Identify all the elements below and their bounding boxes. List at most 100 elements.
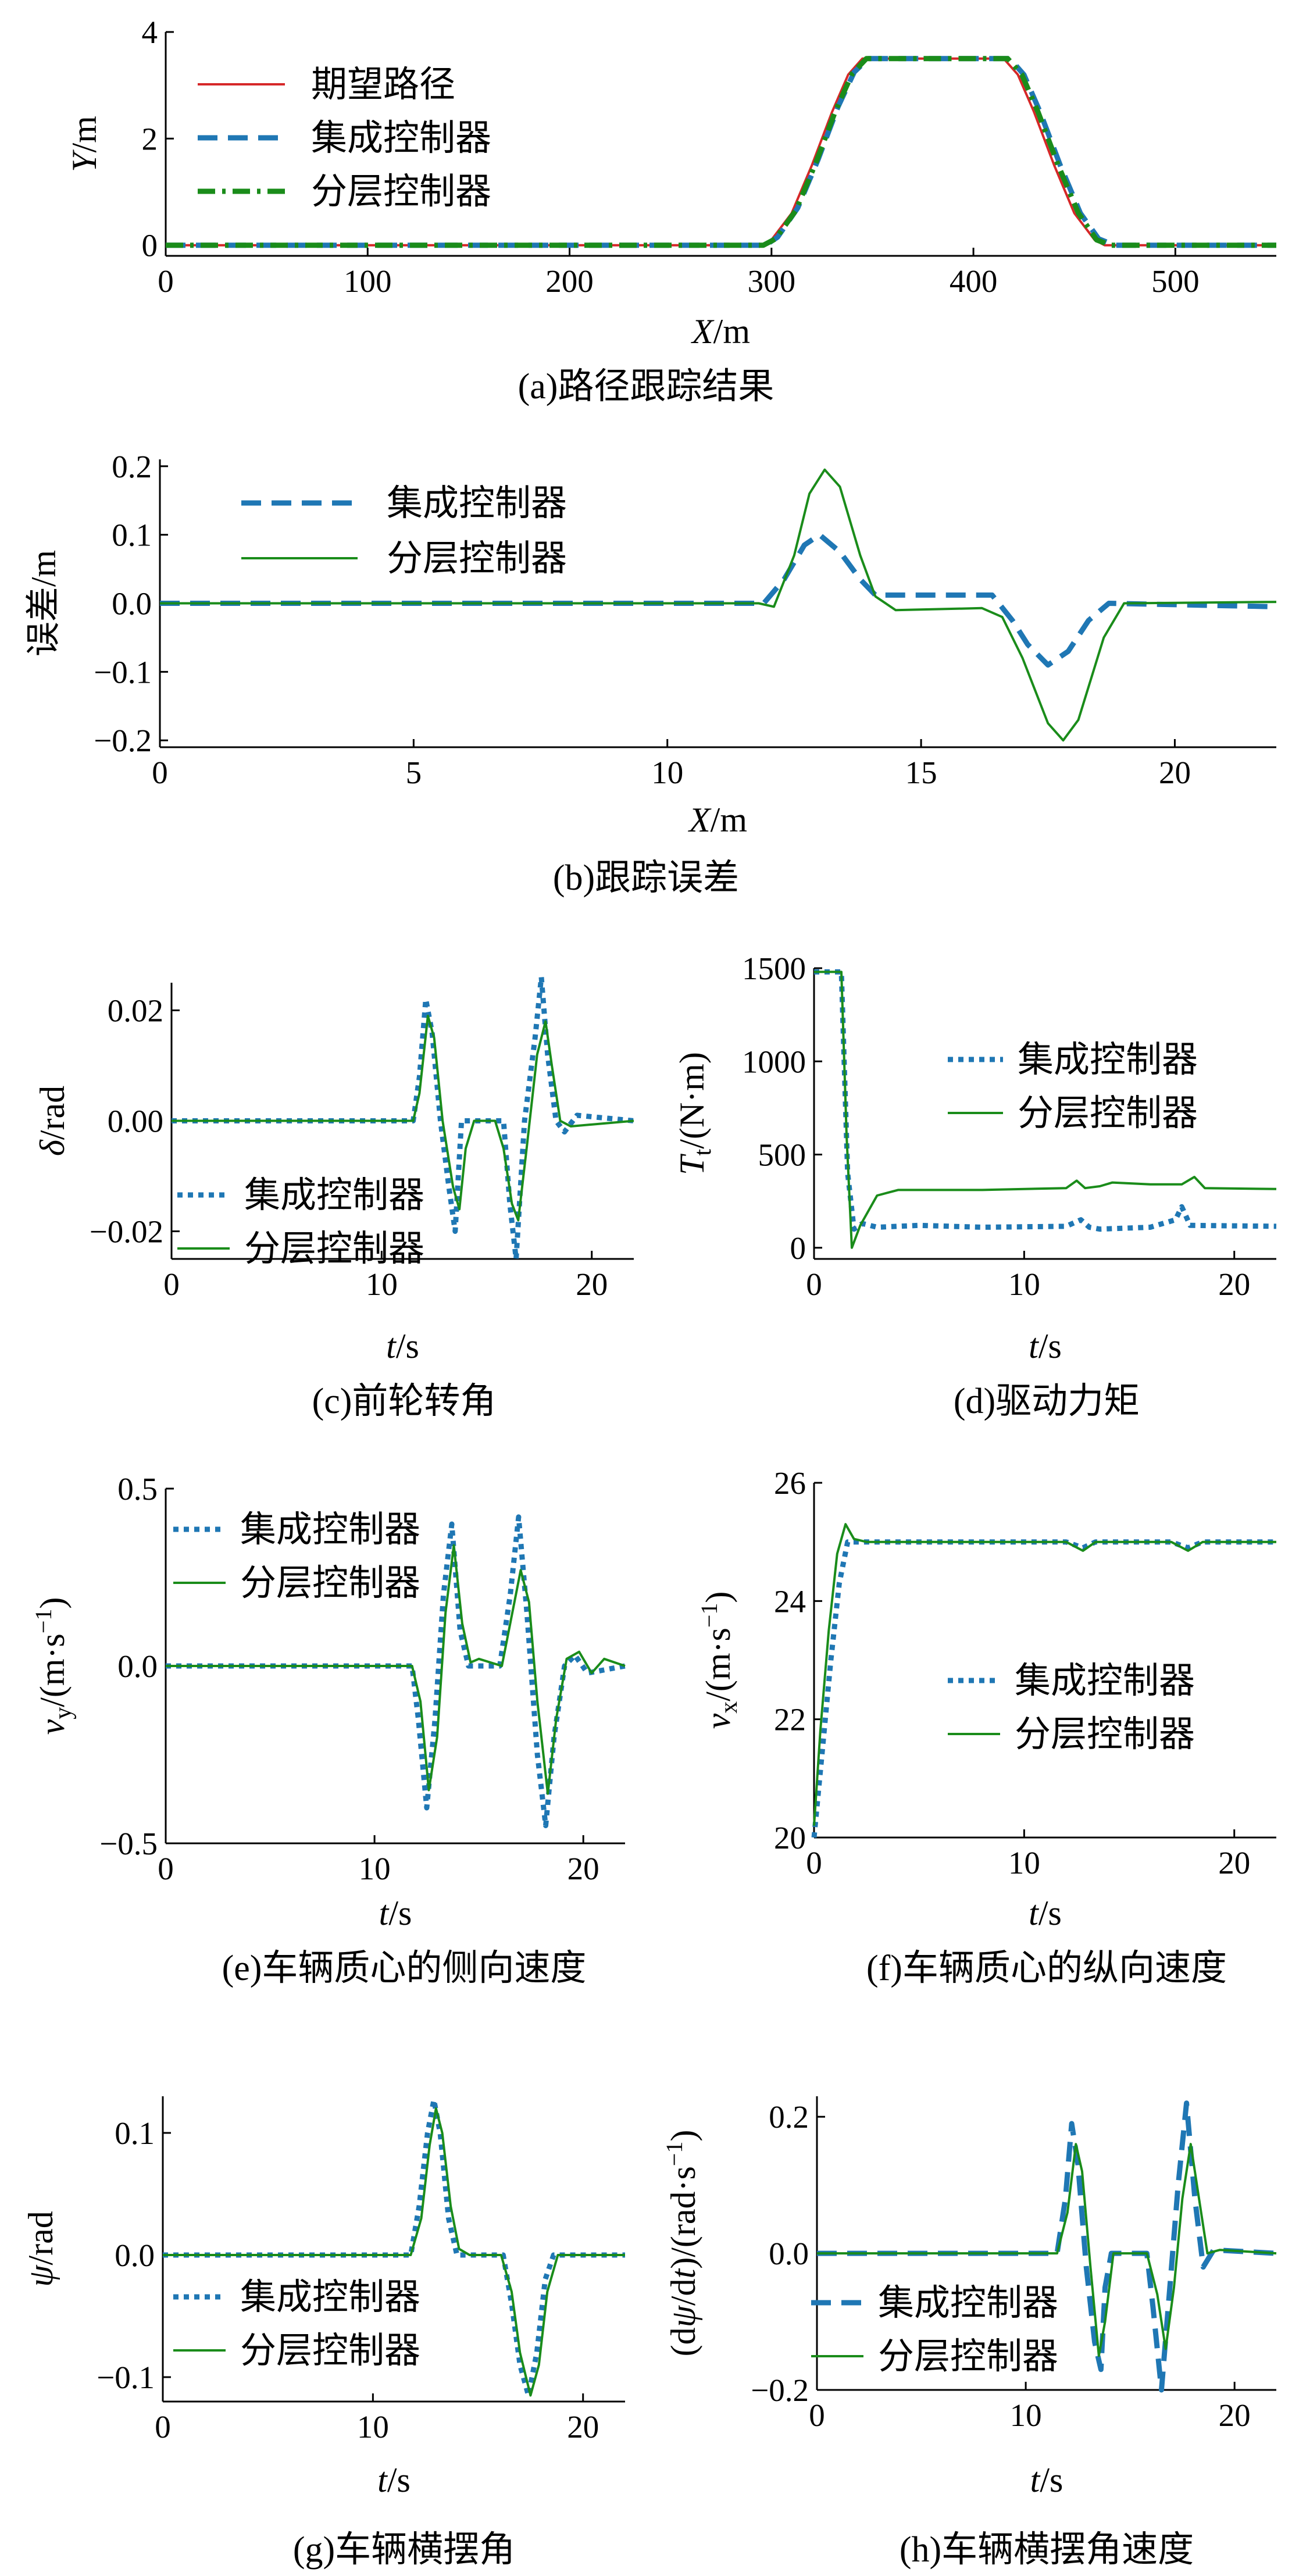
series-line-1 (160, 468, 1277, 742)
chart-caption: (f)车辆质心的纵向速度 (866, 1949, 1227, 1988)
legend-label: 分层控制器 (244, 1227, 424, 1269)
y-tick-label: 2 (142, 121, 158, 156)
legend-label: 分层控制器 (240, 2329, 420, 2371)
y-tick-label: 1500 (742, 951, 806, 986)
y-tick-label: 0 (790, 1230, 806, 1266)
x-axis-label: t/s (1030, 2461, 1063, 2499)
x-tick-label: 20 (567, 2409, 599, 2445)
chart-caption: (d)驱动力矩 (954, 1382, 1140, 1421)
series-line-1 (817, 2143, 1277, 2357)
legend-label: 集成控制器 (244, 1173, 424, 1216)
x-tick-label: 10 (1010, 2397, 1042, 2433)
legend-label: 集成控制器 (387, 481, 567, 524)
x-tick-label: 200 (545, 263, 594, 299)
y-axis-label: vy/(m·s−1) (30, 1597, 77, 1735)
chart-caption: (g)车辆横摆角 (293, 2530, 515, 2570)
x-axis-label: X/m (691, 312, 750, 351)
legend-label: 分层控制器 (311, 170, 491, 212)
y-tick-label: 0.1 (115, 2115, 155, 2151)
series-line-0 (160, 532, 1277, 668)
y-tick-label: 26 (774, 1465, 806, 1501)
x-tick-label: 20 (568, 1851, 599, 1886)
series-line-1 (813, 1523, 1276, 1826)
legend-label: 分层控制器 (387, 537, 567, 579)
x-tick-label: 300 (748, 263, 796, 299)
y-tick-label: 0.1 (112, 518, 152, 553)
y-tick-label: 0.0 (115, 2238, 155, 2273)
x-tick-label: 20 (576, 1266, 608, 1302)
x-tick-label: 0 (809, 2397, 825, 2433)
x-tick-label: 0 (158, 1851, 174, 1886)
y-axis-label: Y/m (65, 116, 103, 172)
y-tick-label: −0.2 (94, 723, 152, 758)
x-tick-label: 0 (155, 2409, 171, 2445)
legend-label: 分层控制器 (1015, 1712, 1195, 1755)
chart-caption: (h)车辆横摆角速度 (900, 2530, 1194, 2570)
series-line-0 (172, 975, 634, 1262)
chart-caption: (e)车辆质心的侧向速度 (222, 1949, 587, 1988)
series-line-0 (814, 969, 1277, 1232)
y-tick-label: 0.0 (117, 1649, 158, 1684)
series-line-1 (163, 2107, 625, 2397)
x-tick-label: 500 (1151, 263, 1200, 299)
y-tick-label: −0.5 (99, 1826, 158, 1861)
y-tick-label: −0.1 (94, 654, 152, 690)
x-tick-label: 20 (1159, 755, 1191, 790)
x-axis-label: X/m (688, 801, 747, 839)
y-tick-label: 0.00 (108, 1104, 163, 1139)
x-tick-label: 0 (158, 263, 174, 299)
y-tick-label: 1000 (742, 1044, 806, 1079)
x-tick-label: 0 (806, 1845, 822, 1881)
x-tick-label: 10 (357, 2409, 389, 2445)
legend-label: 集成控制器 (1015, 1659, 1195, 1701)
x-tick-label: 20 (1219, 2397, 1251, 2433)
y-tick-label: 0.02 (108, 993, 163, 1029)
y-tick-label: 0.0 (112, 586, 152, 622)
legend-label: 集成控制器 (240, 1508, 420, 1550)
y-tick-label: −0.1 (97, 2360, 155, 2395)
y-axis-label: ψ/rad (22, 2211, 60, 2287)
y-axis-label: Tt/(N·m) (673, 1052, 716, 1175)
x-tick-label: 0 (163, 1266, 180, 1302)
chart-caption: (b)跟踪误差 (553, 858, 739, 898)
y-axis-label: 误差/m (24, 550, 63, 657)
x-tick-label: 5 (406, 755, 422, 790)
x-tick-label: 15 (905, 755, 937, 790)
y-tick-label: 24 (774, 1583, 806, 1619)
y-tick-label: 4 (142, 15, 158, 50)
x-axis-label: t/s (379, 1894, 412, 1932)
legend-label: 分层控制器 (1018, 1091, 1198, 1134)
y-tick-label: 0.2 (112, 449, 152, 484)
series-line-0 (163, 2097, 625, 2398)
y-tick-label: 0.0 (769, 2236, 809, 2271)
x-tick-label: 100 (344, 263, 392, 299)
x-tick-label: 10 (651, 755, 683, 790)
legend-label: 期望路径 (311, 63, 455, 105)
x-axis-label: t/s (377, 2461, 411, 2499)
y-tick-label: −0.02 (90, 1214, 163, 1250)
x-tick-label: 10 (1008, 1845, 1040, 1881)
chart-b: 0 5 10 15 20 0.2 0.1 0.0 −0.1 −0.2 X/m 误差/m 集成控制器分层控… (24, 449, 1277, 898)
y-tick-label: 20 (774, 1820, 806, 1856)
series-line-1 (172, 1015, 634, 1222)
x-axis-label: t/s (1029, 1894, 1062, 1932)
y-tick-label: 0.5 (117, 1471, 158, 1507)
x-tick-label: 20 (1218, 1845, 1250, 1881)
y-tick-label: 500 (758, 1137, 806, 1173)
x-tick-label: 0 (152, 755, 168, 790)
y-tick-label: 0 (142, 228, 158, 263)
series-line-2 (166, 56, 1276, 248)
y-axis-label: (dψ/dt)/(rad·s−1) (661, 2130, 702, 2357)
x-tick-label: 10 (359, 1851, 391, 1886)
x-axis-label: t/s (386, 1327, 419, 1365)
x-axis-label: t/s (1029, 1327, 1062, 1365)
x-tick-label: 0 (806, 1266, 822, 1302)
chart-h: 0 10 20 0.2 0.0 −0.2 t/s (dψ/dt)/(rad·s−1) 集成控制器… (661, 2096, 1277, 2570)
legend-label: 集成控制器 (311, 116, 491, 159)
